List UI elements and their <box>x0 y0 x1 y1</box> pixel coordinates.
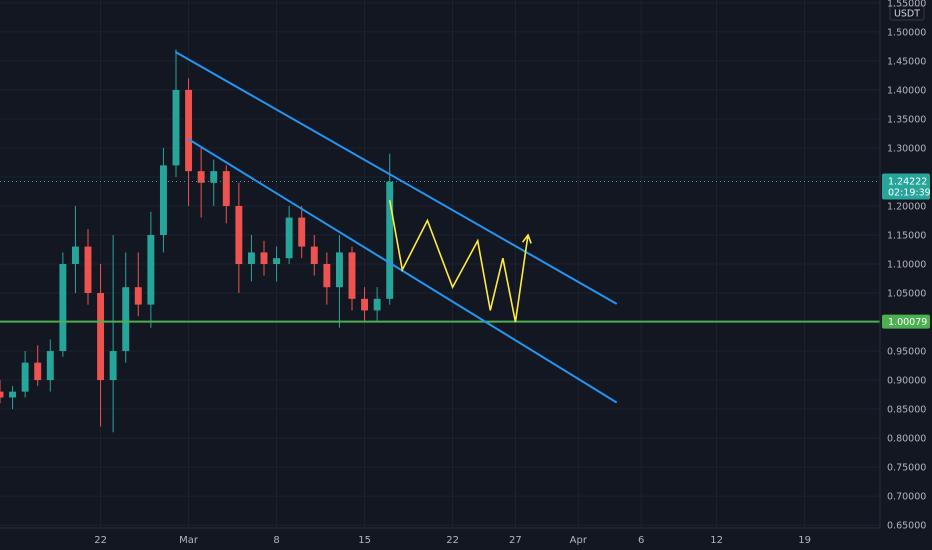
candle-body <box>235 205 243 264</box>
time-tick-label: 27 <box>509 535 522 546</box>
price-tick-label: 1.50000 <box>887 27 926 38</box>
candle-body <box>185 89 193 172</box>
support-tag-value: 1.00079 <box>888 317 927 328</box>
time-tick-label: 19 <box>798 535 811 546</box>
candle-body <box>247 252 255 264</box>
candle-body <box>84 246 92 294</box>
price-tick-label: 1.10000 <box>887 260 926 271</box>
drawings <box>0 51 880 404</box>
price-axis[interactable]: USDT 1.55000 1.50000 1.45000 1.40000 1.35000… <box>879 0 932 550</box>
price-tick-label: 0.65000 <box>887 521 926 532</box>
candle-body <box>298 217 306 247</box>
channel-trendline[interactable] <box>175 51 617 305</box>
time-axis[interactable]: 22 Mar 8 15 22 27 Apr 6 12 19 <box>0 527 880 550</box>
time-tick-label: 12 <box>710 535 723 546</box>
candle-body <box>323 264 331 288</box>
time-tick-label: 22 <box>446 535 459 546</box>
candle-body <box>34 362 42 381</box>
candle-body <box>71 246 79 264</box>
price-tick-label: 0.95000 <box>887 347 926 358</box>
candle-body <box>97 293 105 381</box>
price-tick-label: 1.15000 <box>887 230 926 241</box>
price-tick-label: 0.90000 <box>887 376 926 387</box>
time-tick-label: 22 <box>94 535 107 546</box>
last-price-value: 1.24222 <box>888 176 927 187</box>
candle-body <box>222 171 230 206</box>
candle-body <box>122 287 130 352</box>
price-tick-label: 1.55000 <box>887 0 926 9</box>
price-tick-label: 0.70000 <box>887 492 926 503</box>
price-tick-label: 0.80000 <box>887 434 926 445</box>
projection-path[interactable] <box>388 200 529 323</box>
candle-body <box>310 246 318 264</box>
candle-body <box>147 234 155 305</box>
candle-body <box>0 391 4 398</box>
candle-body <box>21 362 29 392</box>
price-tick-label: 1.40000 <box>887 85 926 96</box>
time-tick-label: 8 <box>273 535 279 546</box>
price-tick-label: 1.45000 <box>887 56 926 67</box>
last-price-countdown: 02:19:39 <box>888 187 931 198</box>
candle-body <box>134 287 142 305</box>
last-price-tag <box>882 173 930 200</box>
price-tick-label: 1.30000 <box>887 143 926 154</box>
support-tag <box>882 314 930 329</box>
projection-arrowhead <box>521 233 532 244</box>
candle-body <box>9 391 17 398</box>
candle-body <box>59 264 67 352</box>
time-tick-label: Mar <box>179 535 199 546</box>
candle-body <box>197 171 205 183</box>
candles <box>0 49 394 433</box>
candle-body <box>273 258 281 264</box>
currency-label: USDT <box>894 9 920 20</box>
time-tick-label: Apr <box>570 535 588 546</box>
candle-body <box>172 89 180 166</box>
candle-body <box>46 351 54 381</box>
candle-body <box>285 217 293 259</box>
price-tick-label: 1.20000 <box>887 201 926 212</box>
price-tick-label: 1.35000 <box>887 114 926 125</box>
currency-label-box[interactable] <box>889 5 925 21</box>
candle-body <box>109 351 117 381</box>
candle-body <box>260 252 268 264</box>
price-tick-label: 0.75000 <box>887 463 926 474</box>
price-tick-label: 1.05000 <box>887 289 926 300</box>
candle-body <box>159 165 167 235</box>
candle-body <box>210 171 218 183</box>
time-tick-label: 15 <box>358 535 371 546</box>
price-tick-label: 0.85000 <box>887 405 926 416</box>
candle-body <box>386 181 394 299</box>
candle-body <box>335 252 343 288</box>
time-tick-label: 6 <box>638 535 644 546</box>
candle-body <box>373 298 381 311</box>
candle-body <box>361 298 369 311</box>
candle-body <box>348 252 356 299</box>
